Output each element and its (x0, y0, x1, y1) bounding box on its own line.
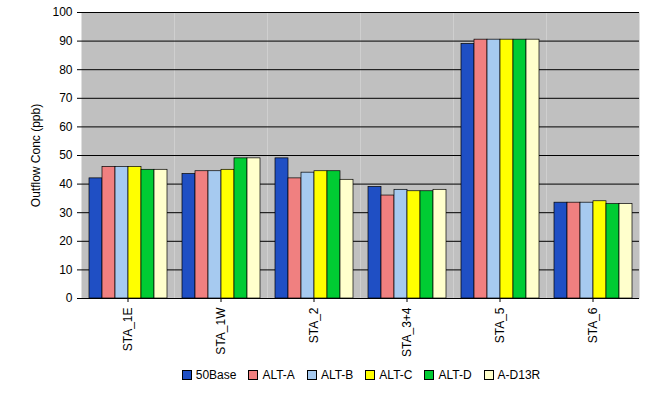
svg-text:70: 70 (59, 91, 73, 105)
svg-text:60: 60 (59, 120, 73, 134)
html-text:ALT-D: ALT-D (438, 368, 472, 382)
html-text:ALT-A: ALT-A (262, 368, 295, 382)
svg-text:Outflow Conc (ppb): Outflow Conc (ppb) (29, 104, 43, 207)
svg-text:STA_6: STA_6 (586, 307, 600, 343)
html-text:50Base: 50Base (195, 368, 237, 382)
svg-text:30: 30 (59, 206, 73, 220)
svg-text:20: 20 (59, 234, 73, 248)
svg-text:STA_2: STA_2 (307, 307, 321, 343)
svg-text:10: 10 (59, 263, 73, 277)
svg-text:80: 80 (59, 63, 73, 77)
svg-text:0: 0 (66, 291, 73, 305)
svg-text:STA_1W: STA_1W (214, 307, 228, 355)
svg-text:STA_5: STA_5 (493, 307, 507, 343)
html-text:ALT-B: ALT-B (320, 368, 354, 382)
svg-text:STA_3+4: STA_3+4 (400, 307, 414, 357)
html-text:A-D13R: A-D13R (497, 368, 541, 382)
svg-text:STA_1E: STA_1E (121, 308, 135, 352)
svg-text:100: 100 (52, 5, 72, 19)
svg-text:40: 40 (59, 177, 73, 191)
svg-text:50: 50 (59, 148, 73, 162)
html-text:ALT-C: ALT-C (379, 368, 413, 382)
svg-text:90: 90 (59, 34, 73, 48)
